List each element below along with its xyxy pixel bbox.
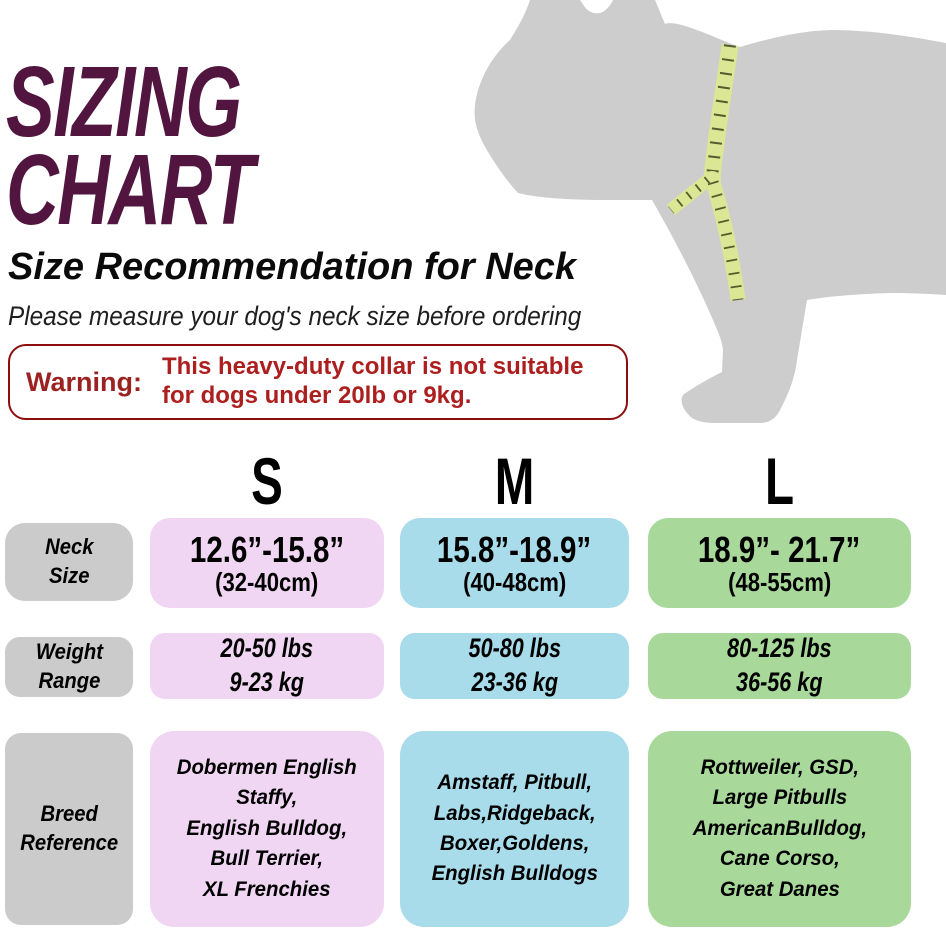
column-header-s: S bbox=[251, 444, 283, 518]
cell-weight-m: 50-80 lbs 23-36 kg bbox=[400, 633, 629, 699]
row-label-text: Breed Reference bbox=[20, 801, 118, 855]
title-line-1: SIZING bbox=[6, 46, 242, 158]
weight-l-value: 80-125 lbs 36-56 kg bbox=[727, 633, 832, 697]
warning-box: Warning: This heavy-duty collar is not s… bbox=[8, 344, 628, 420]
cell-breed-s: Dobermen English Staffy, English Bulldog… bbox=[150, 731, 384, 927]
row-label-text: Neck Size bbox=[44, 534, 94, 588]
breed-s-list: Dobermen English Staffy, English Bulldog… bbox=[177, 755, 357, 901]
dog-silhouette bbox=[474, 0, 946, 423]
breed-m-list: Amstaff, Pitbull, Labs,Ridgeback, Boxer,… bbox=[431, 771, 598, 886]
neck-size-m-inches: 15.8”-18.9” bbox=[437, 528, 592, 570]
subtitle: Size Recommendation for Neck bbox=[8, 246, 577, 288]
title-line-2: CHART bbox=[6, 134, 254, 246]
weight-s-value: 20-50 lbs 9-23 kg bbox=[220, 633, 314, 697]
weight-m-value: 50-80 lbs 23-36 kg bbox=[468, 633, 561, 697]
measuring-tape-collar-icon bbox=[666, 43, 746, 301]
row-label-text: Weight Range bbox=[35, 639, 103, 693]
neck-size-s-cm: (32-40cm) bbox=[215, 567, 319, 598]
row-label-weight-range: Weight Range bbox=[5, 637, 133, 697]
neck-size-s-inches: 12.6”-15.8” bbox=[189, 528, 345, 570]
warning-text: This heavy-duty collar is not suitable f… bbox=[161, 353, 584, 409]
page-title: SIZING CHART bbox=[6, 46, 254, 246]
warning-label: Warning: bbox=[26, 366, 142, 397]
cell-weight-l: 80-125 lbs 36-56 kg bbox=[648, 633, 911, 699]
dog-silhouette-graphic bbox=[474, 0, 946, 423]
measure-note: Please measure your dog's neck size befo… bbox=[8, 301, 582, 331]
row-label-breed-reference: Breed Reference bbox=[5, 733, 133, 925]
cell-neck-size-m: 15.8”-18.9” (40-48cm) bbox=[400, 518, 629, 608]
column-header-m: M bbox=[494, 444, 535, 518]
neck-size-l-cm: (48-55cm) bbox=[727, 567, 832, 598]
cell-weight-s: 20-50 lbs 9-23 kg bbox=[150, 633, 384, 699]
neck-size-m-cm: (40-48cm) bbox=[462, 567, 567, 598]
cell-neck-size-l: 18.9”- 21.7” (48-55cm) bbox=[648, 518, 911, 608]
breed-l-list: Rottweiler, GSD, Large Pitbulls American… bbox=[692, 755, 867, 901]
cell-breed-m: Amstaff, Pitbull, Labs,Ridgeback, Boxer,… bbox=[400, 731, 629, 927]
row-label-neck-size: Neck Size bbox=[5, 523, 133, 601]
column-header-l: L bbox=[764, 444, 795, 518]
neck-size-l-inches: 18.9”- 21.7” bbox=[698, 528, 861, 570]
cell-neck-size-s: 12.6”-15.8” (32-40cm) bbox=[150, 518, 384, 608]
cell-breed-l: Rottweiler, GSD, Large Pitbulls American… bbox=[648, 731, 911, 927]
